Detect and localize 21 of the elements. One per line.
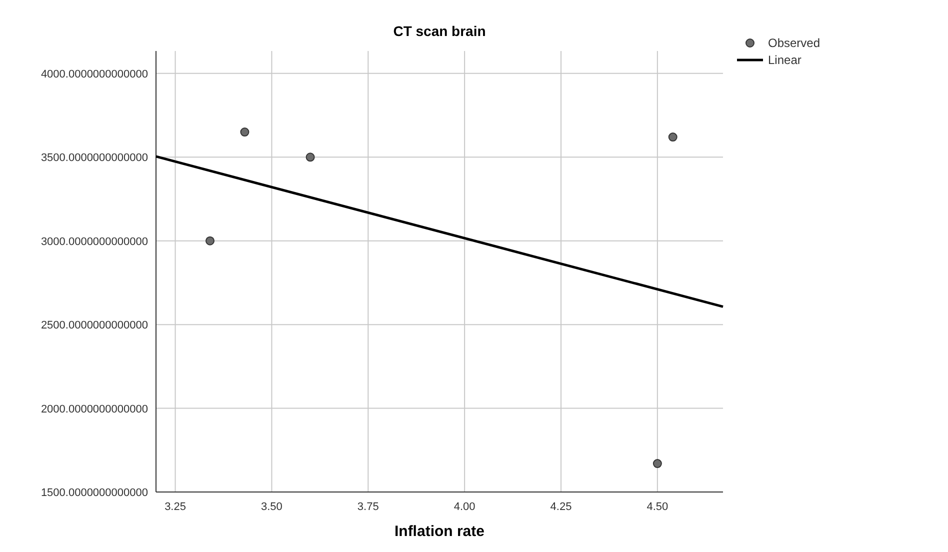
point — [240, 128, 250, 137]
point — [206, 236, 214, 246]
point — [652, 459, 662, 468]
legend-label: Observed — [768, 36, 820, 50]
x-tick-label: 4.00 — [454, 501, 476, 513]
y-tick-label: 2000.0000000000000 — [40, 403, 148, 416]
x-tick-label: 4.50 — [646, 501, 668, 513]
y-tick-label: 3500.0000000000000 — [40, 152, 148, 164]
point — [306, 152, 315, 162]
legend-label: Linear — [768, 53, 802, 67]
x-tick-label: 3.50 — [261, 501, 282, 513]
y-tick-label: 4000.0000000000000 — [40, 68, 148, 80]
point — [668, 132, 678, 142]
y-tick-label: 2500.0000000000000 — [40, 320, 148, 332]
x-tick-label: 4.25 — [550, 501, 572, 513]
x-tick-label: 3.75 — [357, 501, 379, 513]
x-axis-title: Inflation rate — [394, 523, 485, 540]
y-tick-label: 3000.0000000000000 — [40, 236, 148, 248]
y-tick-label: 1500.0000000000000 — [40, 487, 148, 499]
x-tick-label: 3.25 — [164, 501, 186, 513]
chart-title: CT scan brain — [393, 23, 486, 39]
